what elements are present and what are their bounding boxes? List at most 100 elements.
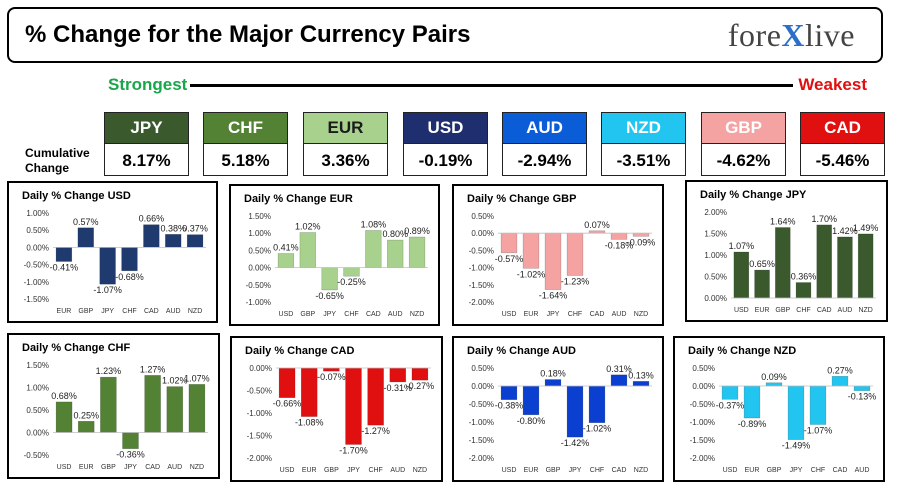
y-tick-label: -1.50% (24, 295, 49, 304)
x-category-label: JPY (101, 308, 114, 315)
x-category-label: AUD (612, 311, 627, 318)
bar-gbp (765, 382, 783, 387)
data-label: 1.07% (184, 373, 210, 383)
bar-gbp (544, 379, 562, 387)
bar-chart-svg: 0.50% 0.00% -0.50% -1.00% -1.50% -2.00% -0.37%… (690, 364, 877, 474)
currency-card-chf: CHF 5.18% (203, 112, 288, 176)
bar-aud (165, 234, 182, 248)
data-label: 1.02% (162, 376, 188, 386)
data-label: 0.18% (540, 369, 566, 379)
y-tick-label: -2.00% (247, 454, 272, 463)
x-category-label: CAD (833, 467, 848, 474)
x-category-label: USD (280, 467, 295, 474)
x-category-label: CHF (796, 307, 810, 314)
currency-code: GBP (702, 113, 785, 144)
currency-cumulative-value: 3.36% (321, 151, 370, 170)
x-category-label: JPY (547, 311, 560, 318)
y-tick-label: -1.50% (690, 436, 715, 445)
bar-usd (733, 251, 750, 299)
bar-chf (588, 385, 606, 424)
bar-eur (300, 367, 318, 417)
x-category-label: USD (57, 464, 72, 471)
logo-text-right: live (805, 17, 855, 53)
chart-title: Daily % Change EUR (244, 193, 353, 205)
x-category-label: JPY (569, 467, 582, 474)
x-category-label: EUR (755, 307, 770, 314)
chart-title: Daily % Change NZD (688, 345, 797, 357)
x-category-label: CHF (344, 311, 358, 318)
page-title: % Change for the Major Currency Pairs (25, 21, 471, 48)
daily-change-chart: Daily % Change GBP 0.50% 0.00% -0.50% -1.00%… (452, 184, 664, 326)
data-label: 0.68% (51, 391, 77, 401)
x-category-label: AUD (167, 464, 182, 471)
x-category-label: USD (502, 311, 517, 318)
x-category-label: JPY (124, 464, 137, 471)
bar-chart-svg: 1.50% 1.00% 0.50% 0.00% -0.50% -1.00% 0.41% USD… (246, 212, 430, 318)
bar-jpy (122, 432, 139, 450)
data-label: -0.07% (317, 372, 346, 382)
currency-cumulative-value: 8.17% (122, 151, 171, 170)
data-label: -1.42% (561, 438, 590, 448)
x-category-label: CHF (368, 467, 382, 474)
bar-nzd (186, 234, 204, 248)
y-tick-label: -1.50% (469, 436, 494, 445)
bar-chart-svg: 1.50% 1.00% 0.50% 0.00% -0.50% 0.68% USD 0.25% E… (24, 361, 210, 471)
forexlive-logo: foreXlive (728, 17, 855, 54)
data-label: 1.07% (729, 241, 755, 251)
data-label: -0.80% (517, 416, 546, 426)
x-category-label: GBP (767, 467, 782, 474)
data-label: 0.31% (606, 364, 632, 374)
bar-aud (166, 386, 184, 433)
data-label: -0.89% (738, 419, 767, 429)
data-label: -1.02% (583, 424, 612, 434)
x-category-label: USD (279, 311, 294, 318)
x-category-label: AUD (838, 307, 853, 314)
y-tick-label: -0.50% (469, 400, 494, 409)
currency-code: CAD (801, 113, 884, 144)
data-label: 1.02% (295, 222, 321, 232)
weakest-label: Weakest (798, 75, 867, 94)
data-label: 1.08% (361, 219, 387, 229)
bar-jpy (321, 267, 338, 291)
chart-title: Daily % Change GBP (467, 193, 577, 205)
x-category-label: GBP (78, 308, 93, 315)
x-category-label: JPY (347, 467, 360, 474)
bar-aud (389, 367, 407, 383)
data-label: -1.64% (539, 291, 568, 301)
data-label: 1.70% (811, 214, 837, 224)
y-tick-label: -0.50% (690, 400, 715, 409)
y-tick-label: 1.50% (248, 212, 271, 221)
data-label: 0.66% (139, 214, 165, 224)
x-category-label: JPY (790, 467, 803, 474)
daily-change-chart: Daily % Change CAD 0.00% -0.50% -1.00% -1.50… (230, 336, 443, 482)
currency-cumulative-value: 5.18% (221, 151, 270, 170)
data-label: 0.38% (160, 223, 186, 233)
y-tick-label: 0.00% (704, 294, 727, 303)
bar-jpy (544, 232, 562, 290)
bar-chart-svg: 2.00% 1.50% 1.00% 0.50% 0.00% 1.07% USD 0.65% EU… (704, 208, 878, 314)
bar-cad (144, 375, 161, 433)
y-tick-label: -1.00% (690, 418, 715, 427)
y-tick-label: -2.00% (469, 454, 494, 463)
y-tick-label: -1.00% (246, 298, 271, 307)
x-category-label: AUD (166, 308, 181, 315)
data-label: -1.07% (93, 285, 122, 295)
x-category-label: CAD (145, 464, 160, 471)
y-tick-label: -1.00% (24, 278, 49, 287)
bar-chf (795, 282, 812, 299)
data-label: -1.08% (295, 418, 324, 428)
data-label: -1.23% (561, 277, 590, 287)
y-tick-label: 0.00% (471, 229, 494, 238)
currency-card-aud: AUD -2.94% (502, 112, 587, 176)
daily-change-chart: Daily % Change NZD 0.50% 0.00% -0.50% -1.00%… (673, 336, 885, 482)
x-category-label: NZD (188, 308, 202, 315)
daily-change-chart: Daily % Change EUR 1.50% 1.00% 0.50% 0.00% -0… (229, 184, 440, 326)
bar-aud (387, 239, 404, 268)
x-category-label: NZD (410, 311, 424, 318)
x-category-label: EUR (524, 311, 539, 318)
bar-chf (343, 267, 360, 277)
bar-cad (831, 375, 849, 387)
data-label: 0.37% (182, 224, 208, 234)
y-tick-label: 1.50% (26, 361, 49, 370)
daily-change-chart: Daily % Change AUD 0.50% 0.00% -0.50% -1.00%… (452, 336, 664, 482)
